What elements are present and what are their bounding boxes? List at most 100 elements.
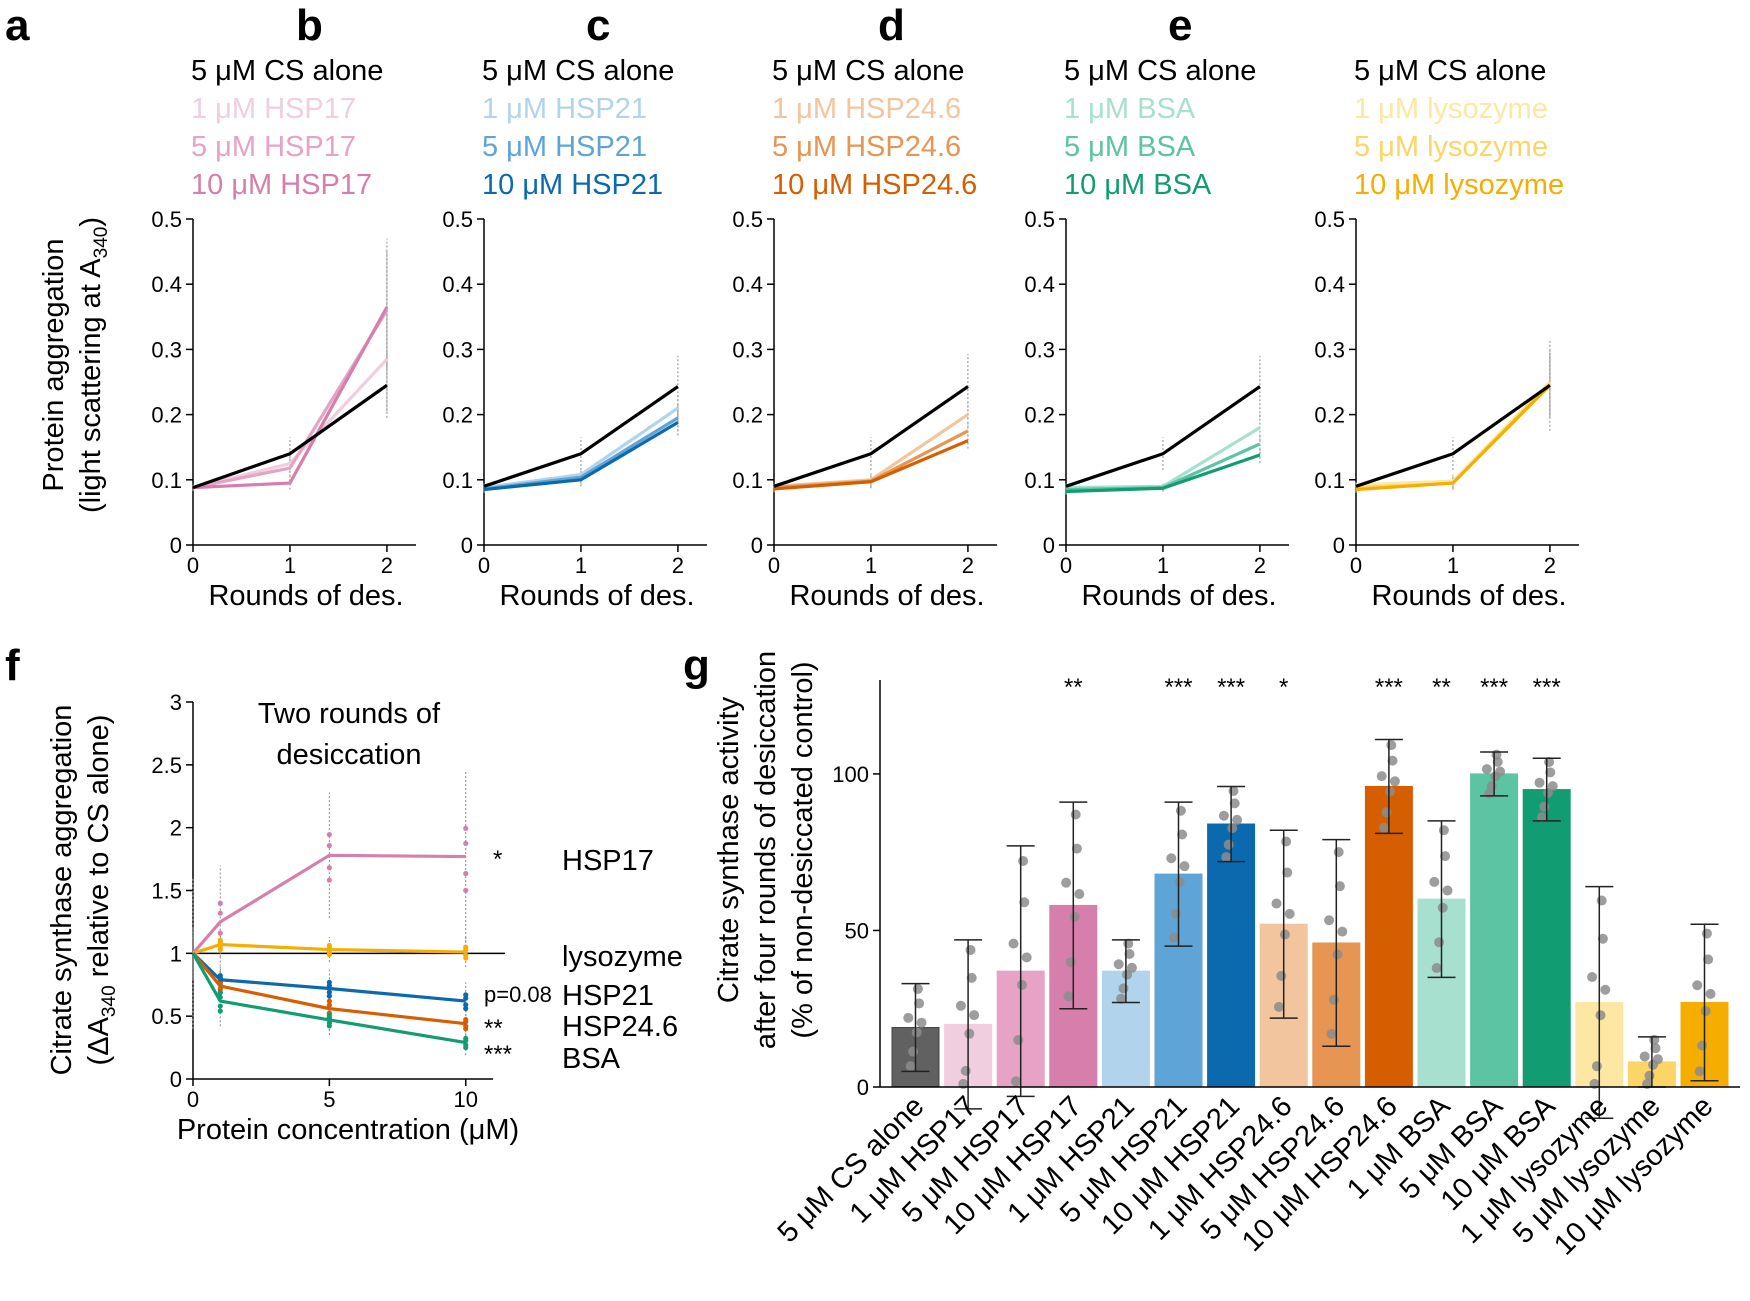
x-tick-label: 1 xyxy=(284,553,296,578)
panel-letter-e: e xyxy=(1168,1,1192,50)
y-tick-label: 50 xyxy=(845,918,869,943)
legend-entry: 1 μM lysozyme xyxy=(1354,93,1548,125)
replicate-dot xyxy=(1639,1051,1650,1062)
y-tick-label: 2 xyxy=(170,816,182,841)
panel-letter-g: g xyxy=(683,641,710,690)
replicate-dot xyxy=(914,998,925,1009)
significance-stars: ** xyxy=(1064,674,1083,701)
significance-stars: *** xyxy=(1217,674,1245,701)
replicate-dot xyxy=(1385,786,1396,797)
ylabel-top-pre: (light scattering at A xyxy=(75,258,107,513)
replicate-dot xyxy=(1386,740,1397,751)
series-line xyxy=(1065,453,1261,494)
replicate-dot xyxy=(463,1005,469,1012)
replicate-dot xyxy=(1221,852,1232,863)
replicate-dot xyxy=(1113,959,1124,970)
y-tick-label: 0.3 xyxy=(151,337,182,362)
replicate-dot xyxy=(1116,993,1127,1004)
ylabel-sub: 340 xyxy=(99,985,120,1017)
annotation-bsa: *** xyxy=(484,1041,512,1068)
replicate-dot xyxy=(1223,839,1234,850)
x-tick-label: 1 xyxy=(1447,553,1459,578)
replicate-dot xyxy=(326,843,332,849)
replicate-dot xyxy=(1118,983,1129,994)
x-axis-title: Rounds of des. xyxy=(499,580,694,612)
replicate-dot xyxy=(463,944,469,950)
series-line xyxy=(483,406,679,490)
replicate-dot xyxy=(326,831,332,838)
legend-entry: 10 μM BSA xyxy=(1064,169,1212,201)
x-tick-label: 1 xyxy=(575,553,587,578)
y-tick-label: 0.3 xyxy=(732,337,763,362)
series-line xyxy=(1355,382,1552,490)
y-tick-label: 0.3 xyxy=(442,337,473,362)
replicate-dot xyxy=(217,910,223,916)
significance-stars: *** xyxy=(1533,674,1561,701)
panel-b: b 5 μM CS alone 1 μM HSP21 5 μM HSP21 10 μM … xyxy=(296,1,707,612)
y-tick-label: 0.4 xyxy=(442,272,473,297)
x-tick-label: 2 xyxy=(672,553,684,578)
replicate-dot xyxy=(1434,937,1445,948)
y-tick-label: 0.5 xyxy=(151,207,182,232)
legend-entry: 5 μM HSP24.6 xyxy=(772,131,961,163)
replicate-dot xyxy=(463,1035,469,1042)
replicate-dot xyxy=(1010,1076,1021,1087)
replicate-dot xyxy=(1381,807,1392,818)
significance-stars: *** xyxy=(1375,674,1403,701)
y-tick-label: 0 xyxy=(1333,533,1345,558)
replicate-dot xyxy=(1536,812,1547,823)
annotation-hsp246: ** xyxy=(484,1015,503,1042)
legend-entry: 1 μM HSP21 xyxy=(482,93,647,125)
y-tick-label: 1.5 xyxy=(151,879,182,904)
series-line xyxy=(773,439,969,491)
y-tick-label: 0.5 xyxy=(1314,207,1345,232)
y-tick-label: 0.5 xyxy=(732,207,763,232)
line-panels-a-to-e: a 5 μM CS alone 1 μM HSP17 5 μM HSP17 10 μM … xyxy=(5,1,1579,612)
replicate-dot xyxy=(463,887,469,894)
replicate-dot xyxy=(1179,861,1190,872)
replicate-dot xyxy=(1440,851,1451,862)
replicate-dot xyxy=(1273,1001,1284,1012)
replicate-dot xyxy=(326,993,332,999)
replicate-dot xyxy=(326,1002,332,1008)
replicate-dot xyxy=(217,1008,223,1014)
replicate-dot xyxy=(1281,836,1292,847)
x-tick-label: 0 xyxy=(768,553,780,578)
replicate-dot xyxy=(1547,781,1558,792)
ylabel-pre: (ΔA xyxy=(83,1016,115,1065)
replicate-dot xyxy=(1232,814,1243,825)
replicate-dot xyxy=(1697,1040,1708,1051)
replicate-dot xyxy=(1437,902,1448,913)
y-tick-label: 0.1 xyxy=(1024,468,1055,493)
replicate-dot xyxy=(966,972,977,983)
replicate-dot xyxy=(1484,788,1495,799)
replicate-dot xyxy=(1284,908,1295,919)
series-label-hsp21: HSP21 xyxy=(562,980,654,1012)
replicate-dot xyxy=(463,840,469,847)
x-axis-title: Rounds of des. xyxy=(1371,580,1566,612)
replicate-dot xyxy=(326,979,332,985)
x-axis-title: Rounds of des. xyxy=(208,580,403,612)
replicate-dot xyxy=(1491,749,1502,760)
series-line xyxy=(192,383,388,490)
panel-letter-a: a xyxy=(5,1,30,50)
panel-letter-c: c xyxy=(586,1,610,50)
series-line xyxy=(1065,385,1261,488)
replicate-dot xyxy=(1061,877,1072,888)
replicate-dot xyxy=(217,990,223,996)
y-tick-label: 2.5 xyxy=(151,753,182,778)
series-line xyxy=(1355,383,1551,488)
replicate-dot xyxy=(217,937,223,943)
replicate-dot xyxy=(326,942,332,949)
replicate-dot xyxy=(1652,1054,1663,1065)
legend-entry: 1 μM HSP17 xyxy=(191,93,356,125)
replicate-dot xyxy=(463,952,469,958)
ylabel-top-post: ) xyxy=(75,217,107,227)
series-line xyxy=(773,385,969,488)
panel-g-ylabel-line2: after four rounds of desiccation xyxy=(750,651,782,1049)
y-tick-label: 0.1 xyxy=(442,468,473,493)
ylabel-top-line1: Protein aggregation xyxy=(38,238,70,491)
replicate-dot xyxy=(1228,785,1239,796)
panel-f-ylabel-line1: Citrate synthase aggregation xyxy=(46,705,78,1076)
replicate-dot xyxy=(916,1017,927,1028)
